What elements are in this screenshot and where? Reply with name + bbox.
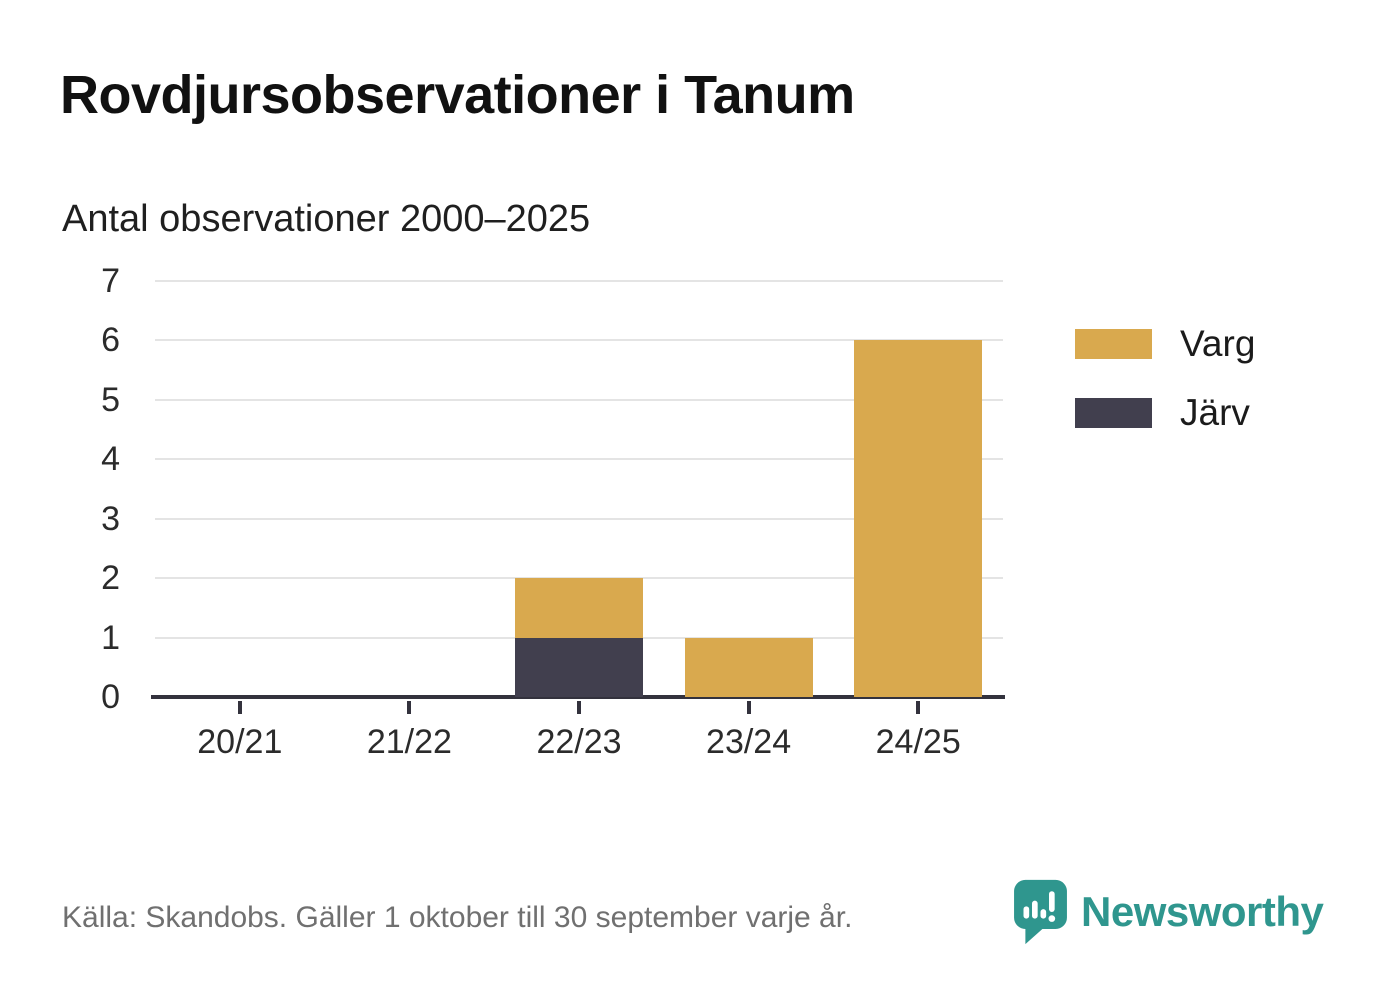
- chart-title: Rovdjursobservationer i Tanum: [60, 65, 855, 125]
- x-axis-tick: [407, 701, 412, 714]
- gridline-y6: [155, 339, 1003, 342]
- legend-swatch-jarv: [1075, 398, 1152, 428]
- newsworthy-logo-icon: [1014, 879, 1067, 945]
- x-axis-line: [151, 695, 1005, 699]
- y-axis-tick-label: 5: [101, 380, 120, 419]
- x-axis-tick-label: 22/23: [536, 723, 622, 761]
- x-axis-tick: [916, 701, 921, 714]
- x-axis-tick-label: 20/21: [197, 723, 283, 761]
- x-axis-tick-label: 23/24: [706, 723, 792, 761]
- gridline-y7: [155, 280, 1003, 282]
- chart-subtitle: Antal observationer 2000–2025: [62, 198, 591, 240]
- legend-item-jarv: Järv: [1075, 392, 1255, 434]
- y-axis-tick-label: 7: [101, 262, 120, 300]
- y-axis-tick-label: 4: [101, 440, 120, 479]
- x-axis-tick: [237, 701, 242, 714]
- x-axis-tick: [577, 701, 581, 714]
- y-axis-tick-label: 2: [101, 559, 120, 598]
- y-axis-tick-label: 3: [101, 499, 120, 538]
- x-axis-tick: [746, 701, 751, 714]
- bar-segment-23/24-Varg: [684, 637, 813, 697]
- gridline-y4: [155, 458, 1003, 461]
- gridline-y5: [155, 398, 1003, 401]
- source-note: Källa: Skandobs. Gäller 1 oktober till 3…: [62, 901, 853, 934]
- brand-logo-block: Newsworthy: [1012, 878, 1324, 946]
- y-axis-tick-label: 6: [101, 321, 120, 360]
- bar-segment-24/25-Varg: [854, 340, 983, 697]
- legend-swatch-varg: [1075, 329, 1152, 359]
- legend-label-jarv: Järv: [1180, 392, 1250, 433]
- x-axis-tick-label: 21/22: [366, 723, 452, 761]
- gridline-y3: [155, 517, 1003, 520]
- legend-item-varg: Varg: [1075, 323, 1255, 365]
- bar-segment-22/23-Varg: [515, 578, 643, 638]
- y-axis-tick-label: 1: [101, 618, 120, 657]
- plot-area: 0 1 2 3 4 5 6 7 20/21 21/22 22/23 23/24 24/25: [101, 262, 1005, 761]
- x-axis-tick-label: 24/25: [875, 723, 961, 761]
- legend-label-varg: Varg: [1180, 323, 1256, 364]
- bar-segment-22/23-Järv: [515, 637, 643, 697]
- y-axis-tick-label: 0: [101, 678, 120, 716]
- legend: Varg Järv: [1075, 323, 1255, 434]
- brand-name: Newsworthy: [1081, 888, 1324, 935]
